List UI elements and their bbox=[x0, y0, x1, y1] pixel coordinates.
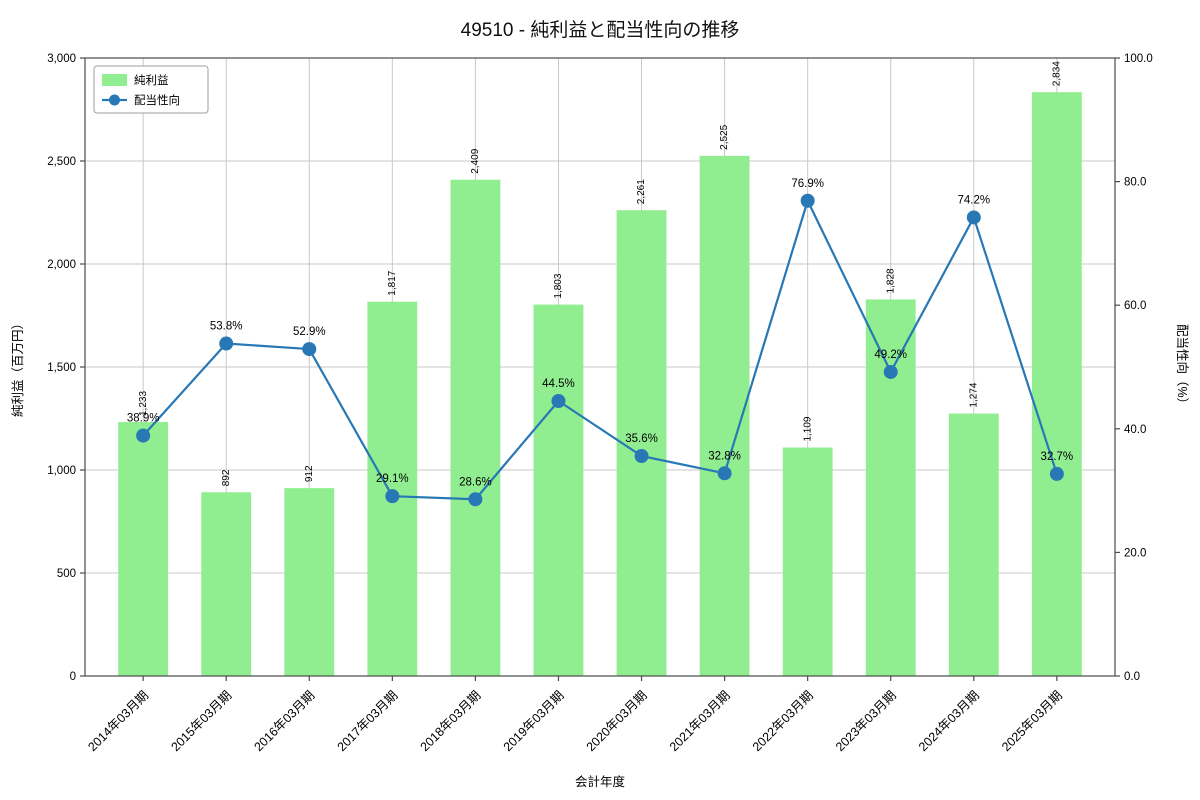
x-tick-label: 2022年03月期 bbox=[750, 688, 816, 754]
x-tick-label: 2015年03月期 bbox=[168, 688, 234, 754]
bar bbox=[533, 304, 584, 676]
bar bbox=[367, 301, 418, 676]
bar bbox=[118, 422, 169, 676]
x-tick-label: 2019年03月期 bbox=[501, 688, 567, 754]
tick-label-left: 2,000 bbox=[47, 259, 76, 271]
bar bbox=[782, 447, 833, 676]
point-label: 35.6% bbox=[625, 433, 658, 445]
bar bbox=[865, 299, 916, 676]
line-series bbox=[142, 199, 1058, 501]
line-point bbox=[717, 466, 732, 481]
line-point bbox=[385, 489, 400, 504]
line-point bbox=[551, 393, 566, 408]
x-tick-label: 2021年03月期 bbox=[667, 688, 733, 754]
tick-label-left: 500 bbox=[57, 568, 76, 580]
chart-title: 49510 - 純利益と配当性向の推移 bbox=[460, 20, 740, 41]
point-label: 28.6% bbox=[459, 476, 492, 488]
bar-value-label: 2,409 bbox=[470, 148, 481, 173]
x-axis-title: 会計年度 bbox=[575, 774, 626, 789]
bar-value-label: 2,834 bbox=[1051, 61, 1062, 86]
tick-label-right: 40.0 bbox=[1124, 424, 1146, 436]
line-point bbox=[302, 342, 317, 357]
point-label: 53.8% bbox=[210, 321, 243, 333]
tick-label-left: 2,500 bbox=[47, 156, 76, 168]
legend-label-bar: 純利益 bbox=[134, 73, 169, 87]
point-label: 38.9% bbox=[127, 413, 160, 425]
tick-label-right: 60.0 bbox=[1124, 300, 1146, 312]
point-label: 49.2% bbox=[874, 349, 907, 361]
bar bbox=[201, 492, 252, 676]
bar-value-label: 1,109 bbox=[802, 416, 813, 441]
tick-label-right: 0.0 bbox=[1124, 671, 1140, 683]
x-tick-label: 2023年03月期 bbox=[833, 688, 899, 754]
bar bbox=[1031, 92, 1082, 677]
point-label: 32.8% bbox=[708, 450, 741, 462]
bar-value-label: 2,261 bbox=[636, 179, 647, 204]
legend-label-line: 配当性向 bbox=[134, 93, 180, 107]
point-label: 76.9% bbox=[791, 178, 824, 190]
bar-value-label: 1,817 bbox=[387, 270, 398, 295]
bar bbox=[948, 413, 999, 676]
bar-value-label: 1,233 bbox=[138, 391, 149, 416]
tick-label-left: 1,500 bbox=[47, 362, 76, 374]
tick-label-right: 20.0 bbox=[1124, 547, 1146, 559]
tick-label-left: 0 bbox=[70, 671, 76, 683]
point-label: 44.5% bbox=[542, 378, 575, 390]
line-point bbox=[1049, 466, 1064, 481]
line-point bbox=[800, 193, 815, 208]
line-point bbox=[966, 210, 981, 225]
line-point bbox=[468, 492, 483, 507]
x-tick-label: 2018年03月期 bbox=[418, 688, 484, 754]
line-point bbox=[136, 428, 151, 443]
point-label: 52.9% bbox=[293, 326, 326, 338]
bar-value-label: 1,803 bbox=[553, 273, 564, 298]
y-axis-title-right: 配当性向（%） bbox=[1175, 324, 1190, 410]
bar-value-label: 1,828 bbox=[885, 268, 896, 293]
point-label: 29.1% bbox=[376, 473, 409, 485]
bar-value-label: 2,525 bbox=[719, 124, 730, 149]
y-axis-title-left: 純利益（百万円） bbox=[11, 317, 25, 417]
legend-marker-dot bbox=[109, 94, 120, 106]
x-tick-label: 2020年03月期 bbox=[584, 688, 650, 754]
tick-label-right: 80.0 bbox=[1124, 177, 1146, 189]
x-tick-label: 2014年03月期 bbox=[85, 688, 151, 754]
x-tick-label: 2016年03月期 bbox=[251, 688, 317, 754]
x-tick-label: 2025年03月期 bbox=[999, 688, 1065, 754]
bar-value-label: 892 bbox=[221, 469, 232, 486]
bar-value-label: 912 bbox=[304, 465, 315, 482]
bar bbox=[616, 210, 667, 676]
legend-swatch-bar bbox=[102, 74, 127, 86]
x-tick-label: 2024年03月期 bbox=[916, 688, 982, 754]
tick-label-left: 3,000 bbox=[47, 53, 76, 65]
bar-value-label: 1,274 bbox=[968, 382, 979, 407]
tick-label-left: 1,000 bbox=[47, 465, 76, 477]
point-label: 32.7% bbox=[1041, 451, 1074, 463]
bar bbox=[450, 179, 501, 676]
line-point bbox=[883, 364, 898, 379]
x-tick-label: 2017年03月期 bbox=[335, 688, 401, 754]
line-point bbox=[634, 448, 649, 463]
bar bbox=[284, 488, 335, 676]
line-point bbox=[219, 336, 234, 351]
tick-label-right: 100.0 bbox=[1124, 53, 1153, 65]
point-label: 74.2% bbox=[957, 194, 990, 206]
